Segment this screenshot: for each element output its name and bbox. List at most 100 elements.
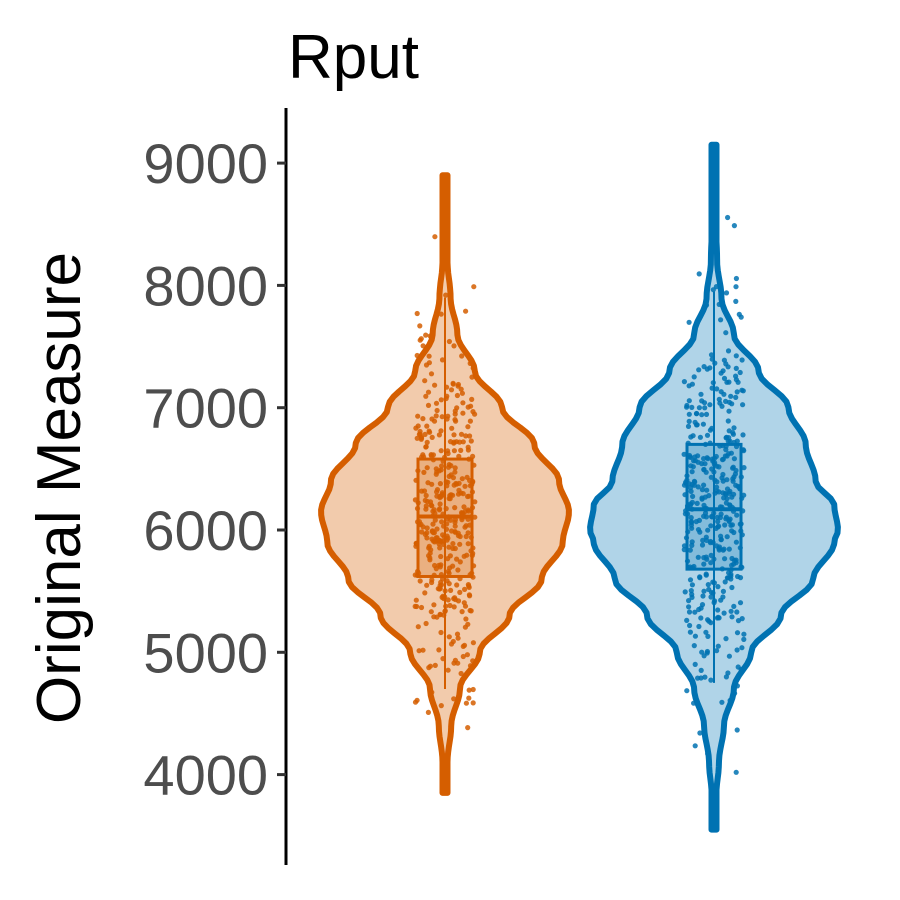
data-point [733,557,739,563]
data-point [702,494,708,500]
data-point [688,488,694,494]
data-point [425,389,432,395]
data-point [438,311,444,317]
data-point [453,418,459,424]
data-point [733,284,739,290]
data-point [470,640,476,646]
data-point [688,463,694,469]
data-point [715,607,721,613]
data-point [451,432,457,438]
data-point [697,575,703,581]
data-point [450,541,456,547]
data-point [720,368,726,374]
y-axis-label: Original Measure [25,252,94,724]
data-point [456,453,462,459]
data-point [692,479,698,485]
data-point [714,386,720,392]
data-point [726,653,733,659]
data-point [451,660,457,666]
data-point [701,467,707,473]
data-point [731,491,737,497]
data-point [735,483,741,489]
data-point [462,586,468,593]
data-point [451,343,457,349]
data-point [738,528,744,534]
data-point [467,418,473,424]
data-point [429,689,435,695]
data-point [708,523,714,529]
data-point [732,471,739,477]
data-point [466,695,472,701]
data-point [741,465,747,471]
data-point [448,641,455,647]
data-point [729,522,736,528]
data-point [707,427,714,433]
data-point [707,402,713,408]
data-point [711,461,718,467]
data-point [703,571,709,577]
data-point [691,374,697,380]
y-axis-ticks: 4000 5000 6000 7000 8000 9000 [143,132,286,807]
data-point [722,579,728,585]
data-point [451,440,457,446]
data-point [718,533,724,539]
data-point [741,631,747,637]
data-point [433,400,440,406]
data-point [457,576,463,582]
data-point [427,499,434,505]
data-point [438,572,444,578]
data-point [708,552,714,559]
data-point [452,411,458,417]
data-point [424,423,430,429]
data-point [719,699,725,705]
data-point [455,491,462,497]
data-point [731,456,738,462]
data-point [470,365,476,371]
data-point [739,616,745,622]
data-point [716,546,722,552]
violins [318,141,841,833]
data-point [721,610,727,616]
data-point [731,439,737,446]
data-point [447,553,453,559]
data-point [737,521,743,527]
data-point [683,508,689,514]
data-point [415,413,421,419]
data-point [458,670,464,677]
data-point [455,533,461,539]
data-point [444,416,450,422]
data-point [684,558,691,564]
data-point [728,576,734,582]
data-point [714,615,721,621]
data-point [739,387,745,393]
data-point [737,545,743,551]
data-point [470,700,476,706]
data-point [695,675,701,681]
data-point [690,433,696,439]
data-point [684,688,690,694]
data-point [738,666,744,672]
data-point [467,433,473,439]
data-point [460,400,466,406]
data-point [703,302,710,308]
data-point [431,602,437,608]
data-point [701,400,708,406]
data-point [467,593,473,599]
data-point [721,357,728,363]
data-point [446,544,452,550]
data-point [729,401,735,407]
data-point [738,314,744,320]
data-point [715,518,721,525]
data-point [470,409,476,415]
data-point [439,357,446,363]
data-point [723,516,729,522]
data-point [734,647,740,653]
data-point [723,290,730,296]
data-point [434,535,440,541]
data-point [691,700,697,706]
data-point [703,534,709,540]
data-point [686,598,692,604]
data-point [723,447,729,453]
data-point [469,570,475,576]
data-point [701,482,707,488]
